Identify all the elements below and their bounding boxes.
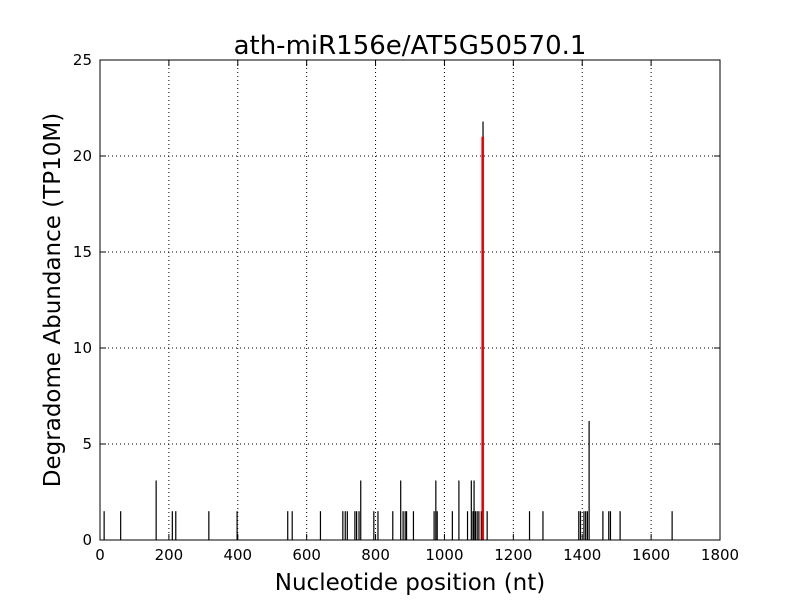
x-tick-label: 800 bbox=[361, 546, 390, 564]
grid-lines bbox=[100, 60, 720, 540]
y-tick-label: 10 bbox=[73, 339, 92, 357]
x-tick-label: 1800 bbox=[701, 546, 739, 564]
x-tick-label: 1200 bbox=[494, 546, 532, 564]
x-tick-label: 400 bbox=[223, 546, 252, 564]
x-tick-label: 0 bbox=[95, 546, 105, 564]
x-tick-label: 1000 bbox=[425, 546, 463, 564]
y-tick-label: 25 bbox=[73, 51, 92, 69]
x-tick-label: 600 bbox=[292, 546, 321, 564]
axis-ticks: 0 200 400 600 800 1000 1200 1400 1600 1800 0 5 10 15 2… bbox=[73, 51, 739, 564]
plot-frame bbox=[99, 59, 721, 541]
x-tick-label: 1600 bbox=[632, 546, 670, 564]
y-axis-label: Degradome Abundance (TP10M) bbox=[40, 113, 66, 487]
x-tick-label: 1400 bbox=[563, 546, 601, 564]
y-tick-label: 5 bbox=[82, 435, 92, 453]
y-tick-label: 15 bbox=[73, 243, 92, 261]
x-tick-label: 200 bbox=[155, 546, 184, 564]
chart-title: ath-miR156e/AT5G50570.1 bbox=[234, 31, 587, 61]
y-tick-label: 20 bbox=[73, 147, 92, 165]
y-tick-label: 0 bbox=[82, 531, 92, 549]
x-axis-label: Nucleotide position (nt) bbox=[275, 570, 545, 596]
